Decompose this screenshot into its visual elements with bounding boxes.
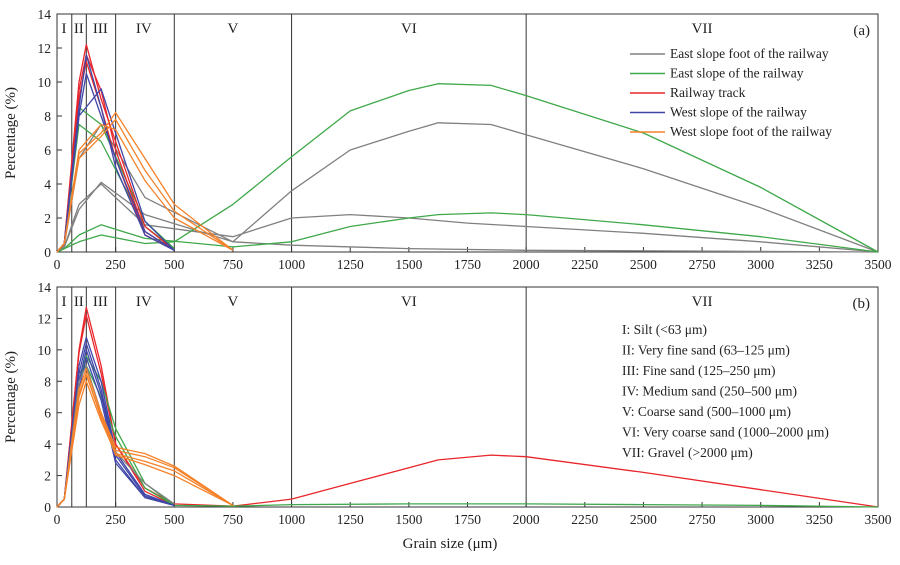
x-tick-label: 2750 bbox=[689, 257, 716, 272]
y-tick-label: 2 bbox=[44, 211, 51, 226]
panel-label: (a) bbox=[853, 23, 870, 39]
y-tick-label: 0 bbox=[44, 500, 51, 515]
series-line bbox=[56, 123, 234, 253]
x-tick-label: 2000 bbox=[513, 257, 540, 272]
x-tick-label: 0 bbox=[54, 257, 61, 272]
x-tick-label: 1000 bbox=[278, 512, 305, 527]
y-tick-label: 6 bbox=[44, 406, 51, 421]
zone-definition-note: VII: Gravel (>2000 μm) bbox=[622, 445, 753, 460]
x-tick-label: 0 bbox=[54, 512, 61, 527]
legend-entry: East slope foot of the railway bbox=[670, 46, 829, 61]
series-line bbox=[56, 372, 234, 508]
y-tick-label: 14 bbox=[38, 280, 52, 295]
x-tick-label: 1750 bbox=[454, 257, 481, 272]
zone-label: VI bbox=[401, 294, 417, 310]
x-tick-label: 1250 bbox=[337, 257, 364, 272]
x-tick-label: 3000 bbox=[747, 257, 774, 272]
zone-definition-note: II: Very fine sand (63–125 μm) bbox=[622, 343, 790, 358]
x-tick-label: 3500 bbox=[865, 512, 892, 527]
legend-entry: East slope of the railway bbox=[670, 66, 804, 81]
zone-label: II bbox=[74, 21, 84, 37]
x-tick-label: 3500 bbox=[865, 257, 892, 272]
x-tick-label: 3000 bbox=[747, 512, 774, 527]
zone-label: I bbox=[62, 294, 67, 310]
x-tick-label: 250 bbox=[106, 257, 127, 272]
zone-label: V bbox=[228, 21, 239, 37]
series-group bbox=[56, 306, 879, 508]
y-tick-label: 8 bbox=[44, 374, 51, 389]
x-tick-label: 1250 bbox=[337, 512, 364, 527]
zone-label: VII bbox=[692, 294, 713, 310]
y-tick-label: 10 bbox=[38, 343, 52, 358]
y-tick-label: 12 bbox=[38, 311, 52, 326]
x-tick-label: 3250 bbox=[806, 512, 833, 527]
x-tick-label: 1000 bbox=[278, 257, 305, 272]
x-tick-label: 2500 bbox=[630, 257, 657, 272]
zone-definition-note: IV: Medium sand (250–500 μm) bbox=[622, 384, 797, 399]
y-tick-label: 2 bbox=[44, 469, 51, 484]
legend-entry: West slope foot of the railway bbox=[670, 124, 832, 139]
x-tick-label: 1750 bbox=[454, 512, 481, 527]
y-tick-label: 12 bbox=[38, 41, 52, 56]
series-line bbox=[56, 306, 879, 508]
x-tick-label: 2500 bbox=[630, 512, 657, 527]
y-axis-label: Percentage (%) bbox=[3, 87, 19, 179]
zone-definition-note: III: Fine sand (125–250 μm) bbox=[622, 363, 775, 378]
x-tick-label: 250 bbox=[106, 512, 127, 527]
y-axis-label: Percentage (%) bbox=[3, 351, 19, 443]
y-tick-label: 0 bbox=[44, 245, 51, 260]
zone-definition-note: V: Coarse sand (500–1000 μm) bbox=[622, 404, 791, 419]
x-tick-label: 2250 bbox=[571, 257, 598, 272]
series-line bbox=[56, 122, 879, 253]
zone-label: VII bbox=[692, 21, 713, 37]
x-tick-label: 500 bbox=[164, 257, 185, 272]
x-tick-label: 750 bbox=[223, 512, 244, 527]
zone-label: I bbox=[62, 21, 67, 37]
series-line bbox=[56, 123, 879, 253]
zone-label: VI bbox=[401, 21, 417, 37]
series-line bbox=[56, 212, 879, 253]
x-tick-label: 1500 bbox=[395, 257, 422, 272]
x-tick-label: 500 bbox=[164, 512, 185, 527]
y-tick-label: 8 bbox=[44, 109, 51, 124]
zone-label: II bbox=[74, 294, 84, 310]
y-tick-label: 10 bbox=[38, 75, 52, 90]
x-tick-label: 2750 bbox=[689, 512, 716, 527]
x-tick-label: 750 bbox=[223, 257, 244, 272]
zone-label: III bbox=[93, 21, 108, 37]
y-tick-label: 4 bbox=[44, 437, 51, 452]
legend-entry: West slope of the railway bbox=[670, 105, 807, 120]
series-line bbox=[56, 183, 879, 253]
zone-definition-note: VI: Very coarse sand (1000–2000 μm) bbox=[622, 425, 829, 440]
x-tick-label: 2250 bbox=[571, 512, 598, 527]
series-line bbox=[56, 83, 879, 253]
zone-label: IV bbox=[136, 294, 152, 310]
zone-label: III bbox=[93, 294, 108, 310]
zone-label: IV bbox=[136, 21, 152, 37]
legend-entry: Railway track bbox=[670, 85, 746, 100]
series-group bbox=[56, 43, 879, 253]
x-axis-label: Grain size (μm) bbox=[402, 536, 498, 552]
panel-label: (b) bbox=[853, 296, 871, 312]
y-tick-label: 6 bbox=[44, 143, 51, 158]
zone-label: V bbox=[228, 294, 239, 310]
zone-definition-note: I: Silt (<63 μm) bbox=[622, 322, 707, 337]
y-tick-label: 14 bbox=[38, 7, 52, 22]
x-tick-label: 1500 bbox=[395, 512, 422, 527]
y-tick-label: 4 bbox=[44, 177, 51, 192]
x-tick-label: 2000 bbox=[513, 512, 540, 527]
x-tick-label: 3250 bbox=[806, 257, 833, 272]
